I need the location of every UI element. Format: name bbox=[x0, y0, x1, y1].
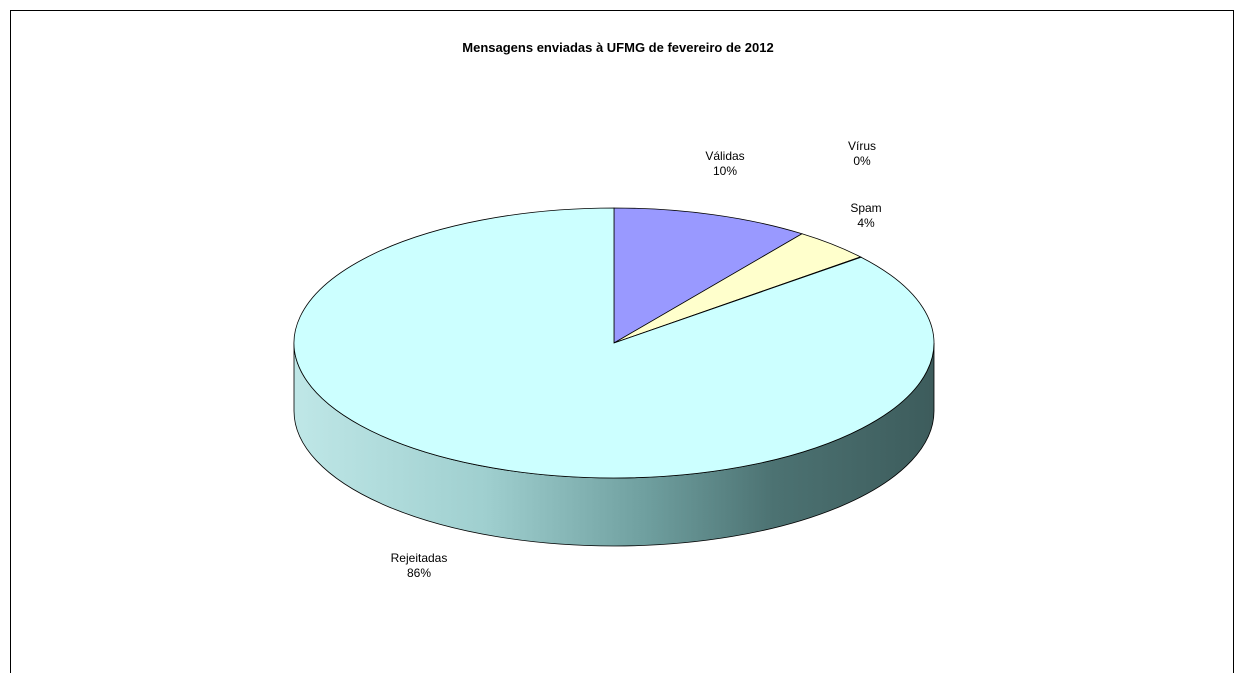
chart-frame bbox=[10, 10, 1234, 673]
slice-label-percent: 4% bbox=[857, 216, 875, 230]
slice-label-name: Spam bbox=[850, 201, 881, 215]
pie-top-face bbox=[293, 207, 935, 479]
slice-label-percent: 86% bbox=[407, 566, 431, 580]
pie-slice-validas bbox=[613, 207, 804, 344]
slice-label-name: Rejeitadas bbox=[391, 551, 448, 565]
slice-label-name: Válidas bbox=[705, 149, 744, 163]
pie-slice-rejeitadas bbox=[293, 207, 935, 479]
slice-label-percent: 10% bbox=[713, 164, 737, 178]
slice-label-name: Vírus bbox=[848, 139, 876, 153]
slice-label-percent: 0% bbox=[853, 154, 871, 168]
chart-title: Mensagens enviadas à UFMG de fevereiro d… bbox=[462, 40, 773, 55]
